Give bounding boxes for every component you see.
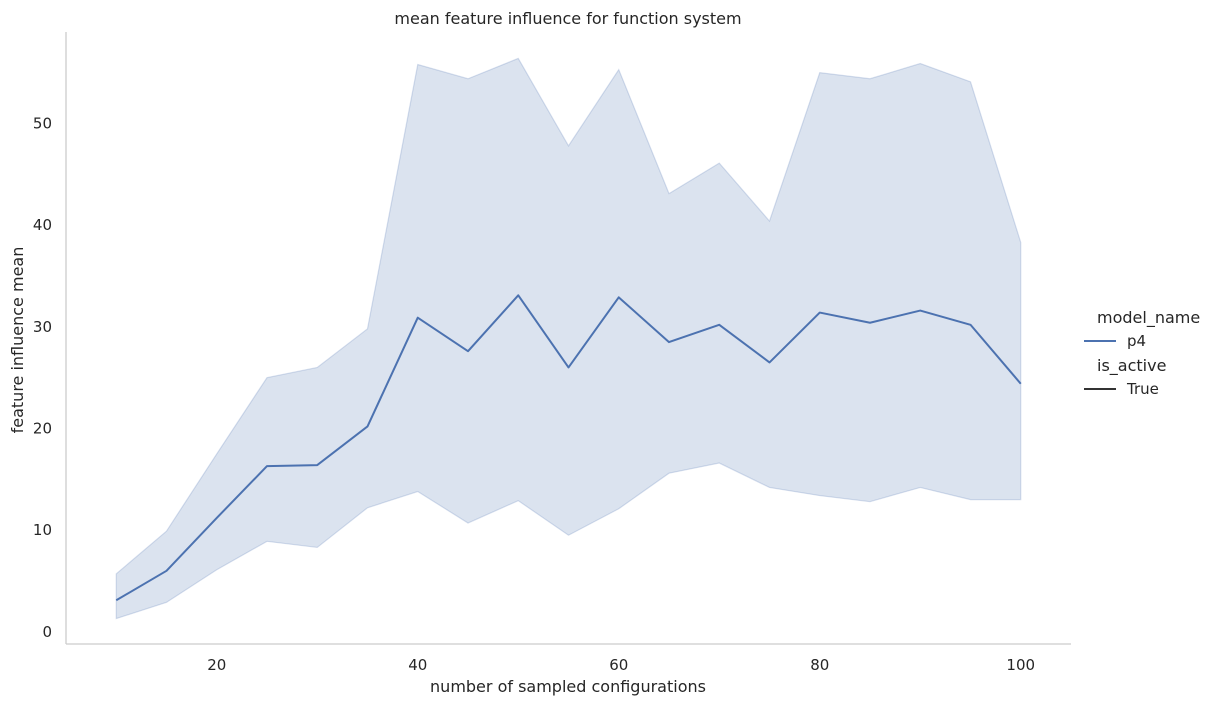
y-tick-label: 0 (42, 623, 52, 641)
legend: model_name p4 is_active True (1084, 308, 1200, 398)
y-tick-label: 30 (33, 318, 52, 336)
legend-hue-title: model_name (1097, 308, 1200, 328)
y-tick-label: 50 (33, 114, 52, 132)
x-tick-label: 100 (1006, 656, 1035, 674)
x-tick-label: 20 (207, 656, 226, 674)
y-tick-labels: 0 10 20 30 40 50 (33, 114, 52, 640)
y-tick-label: 40 (33, 216, 52, 234)
series-line-p4 (115, 294, 1022, 602)
y-tick-label: 10 (33, 521, 52, 539)
y-tick-label: 20 (33, 419, 52, 437)
x-axis-title: number of sampled configurations (430, 677, 706, 696)
legend-label-p4: p4 (1127, 332, 1146, 350)
x-tick-label: 40 (408, 656, 427, 674)
axes (65, 32, 1071, 645)
chart-title: mean feature influence for function syst… (394, 9, 741, 28)
confidence-band (115, 57, 1022, 620)
plot-area (115, 57, 1022, 620)
legend-label-true: True (1126, 380, 1159, 398)
x-tick-labels: 20 40 60 80 100 (207, 656, 1035, 674)
legend-style-title: is_active (1097, 356, 1166, 376)
y-axis-title: feature influence mean (8, 247, 27, 434)
x-tick-label: 60 (609, 656, 628, 674)
x-tick-label: 80 (810, 656, 829, 674)
